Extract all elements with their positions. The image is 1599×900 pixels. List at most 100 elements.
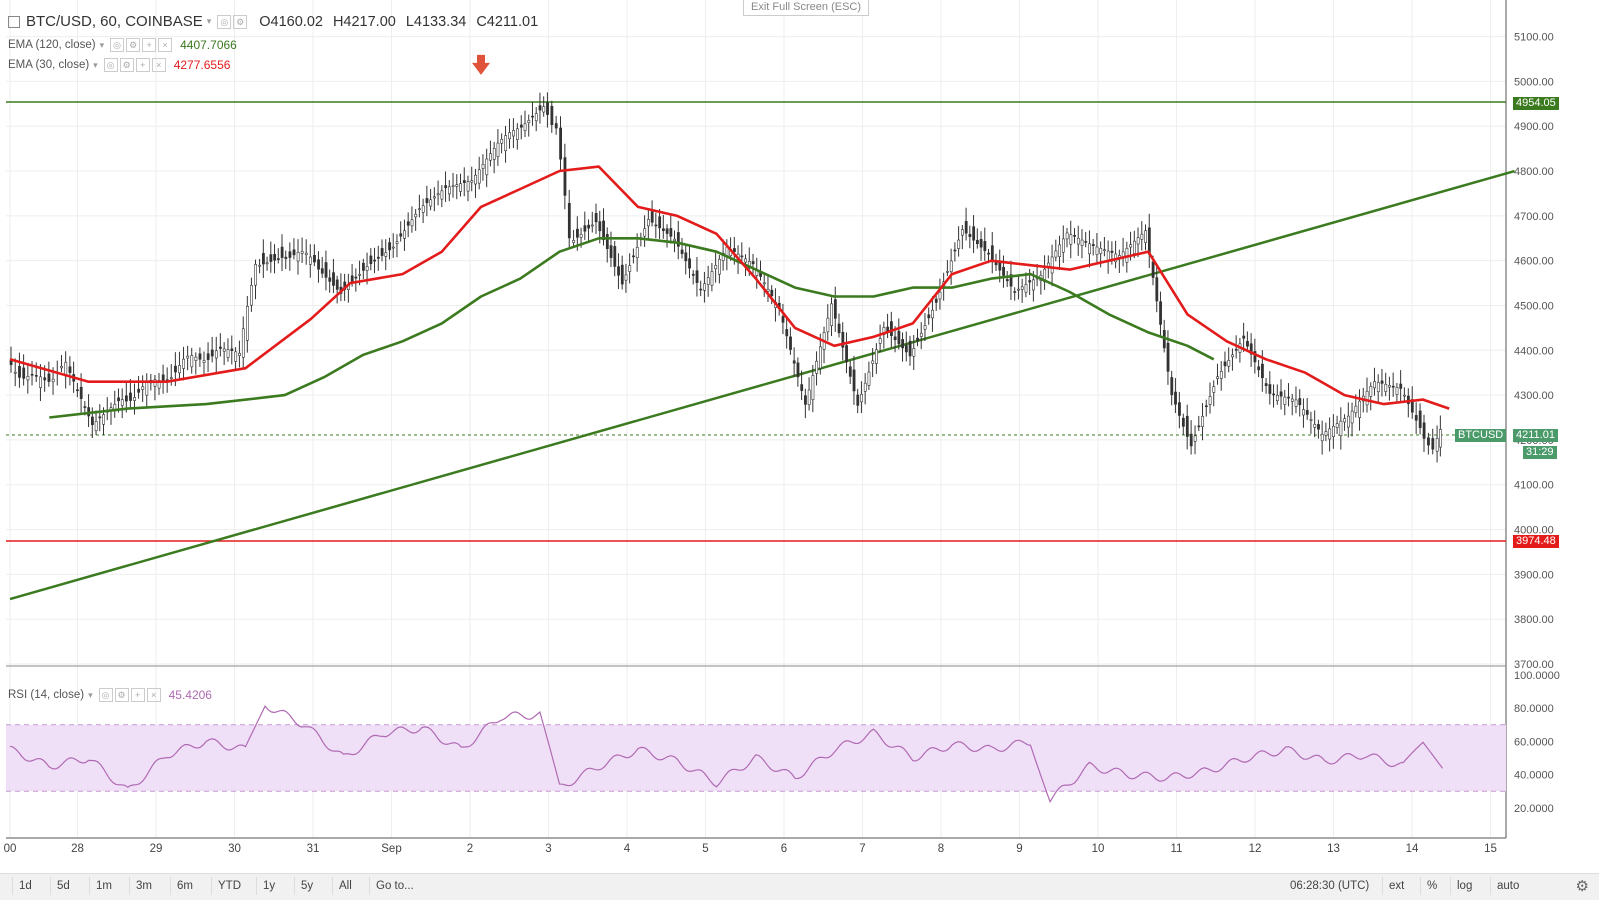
- candle-body: [129, 392, 132, 401]
- toggle-log-button[interactable]: log: [1450, 877, 1478, 895]
- candle-body: [76, 389, 79, 392]
- gear-icon[interactable]: ⚙: [1575, 878, 1589, 895]
- timeframe-all-button[interactable]: All: [332, 877, 358, 895]
- toggle-auto-button[interactable]: auto: [1490, 877, 1525, 895]
- candle-body: [418, 208, 421, 211]
- plus-icon[interactable]: +: [130, 688, 145, 702]
- candle-body: [559, 127, 563, 160]
- candle-body: [1144, 230, 1148, 243]
- candle-body: [684, 252, 688, 262]
- candle-body: [766, 288, 770, 292]
- rsi-value: 45.4206: [168, 688, 212, 702]
- candle-body: [403, 230, 406, 239]
- candle-body: [94, 421, 98, 432]
- time-tick-label: 13: [1327, 843, 1340, 855]
- chevron-down-icon[interactable]: ▾: [99, 39, 105, 50]
- candle-body: [1242, 335, 1246, 339]
- chart-canvas[interactable]: 5100.00 5000.00 4900.00 4800.00 4700.00 4600.…: [0, 0, 1599, 873]
- candle-body: [927, 314, 931, 319]
- candle-body: [1384, 384, 1388, 392]
- chevron-down-icon[interactable]: ▾: [206, 16, 212, 26]
- candle-body: [43, 377, 47, 381]
- candle-body: [1189, 433, 1193, 447]
- candle-body: [811, 375, 815, 400]
- candle-body: [594, 213, 598, 223]
- plus-icon[interactable]: +: [135, 58, 150, 72]
- eye-icon[interactable]: ◎: [110, 38, 125, 52]
- candle-body: [710, 271, 714, 286]
- candle-body: [800, 384, 804, 391]
- eye-icon[interactable]: ◎: [217, 14, 232, 29]
- price-tick-label: 4700.00: [1514, 211, 1554, 223]
- timeframe-6m-button[interactable]: 6m: [170, 877, 199, 895]
- peak-marker-arrow[interactable]: [472, 54, 490, 75]
- toggle-ext-button[interactable]: ext: [1382, 877, 1410, 895]
- timeframe-5y-button[interactable]: 5y: [294, 877, 319, 895]
- candle-body: [893, 336, 897, 341]
- candle-body: [527, 120, 531, 123]
- ema120-label[interactable]: EMA (120, close): [8, 39, 96, 51]
- candle-body: [968, 233, 972, 237]
- candle-body: [841, 332, 845, 348]
- ascending-trendline[interactable]: [9, 169, 1515, 601]
- price-tick-label: 4400.00: [1514, 345, 1554, 357]
- candle-body: [258, 264, 262, 267]
- candle-body: [1391, 385, 1395, 388]
- close-icon[interactable]: ×: [146, 688, 161, 702]
- settings-icon[interactable]: ⚙: [126, 38, 141, 52]
- candle-body: [1028, 280, 1032, 283]
- goto-date-button[interactable]: Go to...: [369, 877, 420, 895]
- candle-body: [912, 348, 916, 357]
- timeframe-3m-button[interactable]: 3m: [129, 877, 158, 895]
- candle-body: [91, 416, 94, 426]
- ema30-label[interactable]: EMA (30, close): [8, 59, 90, 71]
- candle-body: [1302, 409, 1305, 416]
- candle-body: [796, 362, 800, 378]
- candle-body: [230, 348, 234, 351]
- settings-icon[interactable]: ⚙: [233, 14, 248, 29]
- symbol-title[interactable]: BTC/USD, 60, COINBASE: [26, 13, 203, 30]
- timeframe-ytd-button[interactable]: YTD: [211, 877, 247, 895]
- candle-body: [848, 366, 852, 377]
- timeframe-1d-button[interactable]: 1d: [12, 877, 38, 895]
- rsi-label[interactable]: RSI (14, close): [8, 689, 85, 701]
- candle-body: [1313, 423, 1317, 428]
- settings-icon[interactable]: ⚙: [119, 58, 134, 72]
- plus-icon[interactable]: +: [142, 38, 157, 52]
- timeframe-5d-button[interactable]: 5d: [50, 877, 76, 895]
- candle-body: [373, 259, 377, 262]
- candle-body: [1435, 438, 1439, 452]
- toggle-percent-button[interactable]: %: [1420, 877, 1443, 895]
- candle-body: [262, 253, 265, 265]
- collapse-icon[interactable]: [8, 15, 20, 28]
- candle-body: [466, 181, 470, 192]
- candle-body: [1320, 433, 1324, 442]
- candle-body: [1388, 385, 1391, 388]
- candle-body: [384, 252, 388, 257]
- exit-fullscreen-button[interactable]: Exit Full Screen (ESC): [743, 0, 870, 16]
- candle-body: [863, 382, 867, 392]
- eye-icon[interactable]: ◎: [103, 58, 118, 72]
- settings-icon[interactable]: ⚙: [114, 688, 129, 702]
- candle-body: [1249, 343, 1253, 355]
- candle-body: [79, 386, 83, 399]
- time-tick-label: 15: [1484, 843, 1497, 855]
- clock-utc[interactable]: 06:28:30 (UTC): [1290, 880, 1370, 892]
- chevron-down-icon[interactable]: ▾: [93, 59, 98, 70]
- close-icon[interactable]: ×: [151, 58, 166, 72]
- candle-body: [1431, 438, 1435, 450]
- chevron-down-icon[interactable]: ▾: [88, 689, 93, 700]
- candle-body: [358, 274, 362, 276]
- candle-body: [643, 228, 647, 237]
- candle-body: [369, 255, 373, 265]
- timeframe-1y-button[interactable]: 1y: [256, 877, 281, 895]
- timeframe-1m-button[interactable]: 1m: [89, 877, 118, 895]
- candle-body: [1261, 363, 1264, 379]
- candle-body: [350, 275, 354, 283]
- candle-body: [654, 224, 658, 227]
- rsi-tick-label: 40.0000: [1514, 770, 1554, 782]
- candle-body: [852, 369, 856, 392]
- eye-icon[interactable]: ◎: [98, 688, 113, 702]
- close-icon[interactable]: ×: [158, 38, 173, 52]
- candle-body: [931, 309, 934, 319]
